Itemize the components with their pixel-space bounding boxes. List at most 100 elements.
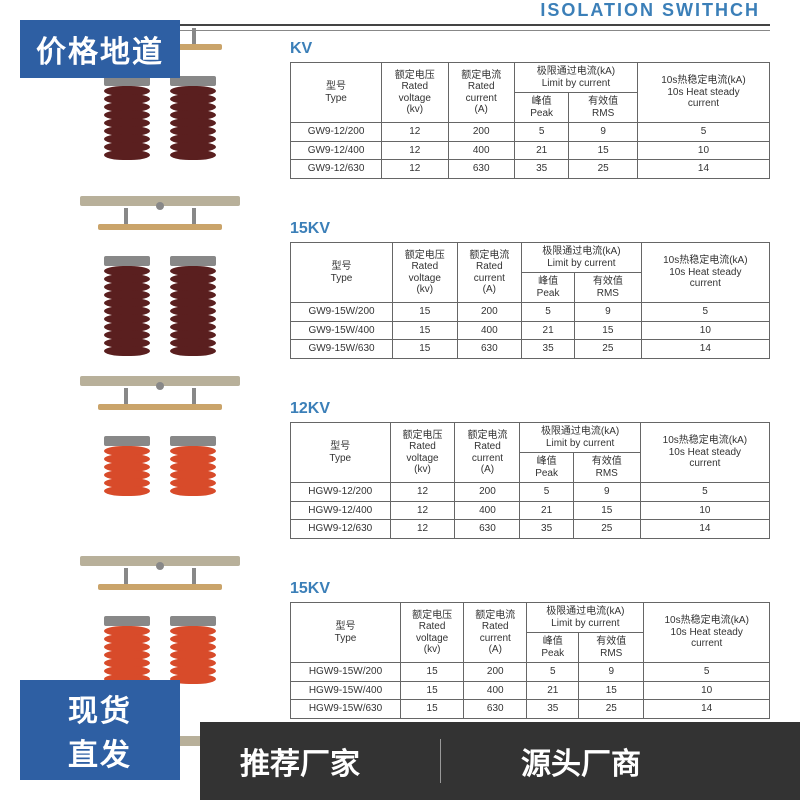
cell-voltage: 12 [390, 501, 455, 520]
cell-voltage: 12 [390, 483, 455, 502]
table-row: GW9-15W/630 15 630 35 25 14 [291, 340, 770, 359]
insulator-left [104, 266, 150, 376]
device-post [124, 568, 128, 584]
insulator-right [170, 446, 216, 556]
page-title: ISOLATION SWITHCH [540, 0, 760, 21]
cell-heat: 10 [637, 141, 769, 160]
kv-label: 12KV [290, 400, 770, 418]
table-body: GW9-12/200 12 200 5 9 5 GW9-12/400 12 40… [291, 123, 770, 179]
cell-peak: 35 [514, 160, 568, 179]
device-knob [156, 202, 164, 210]
spec-table: 型号Type 额定电压Ratedvoltage(kv) 额定电流Ratedcur… [290, 602, 770, 719]
cell-heat: 14 [640, 520, 769, 539]
cell-rms: 25 [575, 340, 642, 359]
kv-label: 15KV [290, 220, 770, 238]
cell-type: GW9-12/200 [291, 123, 382, 142]
spec-section: 15KV 型号Type 额定电压Ratedvoltage(kv) 额定电流Rat… [30, 220, 770, 392]
cell-current: 200 [464, 663, 527, 682]
cell-peak: 35 [527, 700, 579, 719]
cell-voltage: 15 [393, 321, 458, 340]
cell-rms: 9 [569, 123, 638, 142]
table-row: HGW9-12/200 12 200 5 9 5 [291, 483, 770, 502]
device-knob [156, 382, 164, 390]
table-row: HGW9-15W/200 15 200 5 9 5 [291, 663, 770, 682]
cell-peak: 35 [522, 340, 575, 359]
table-row: HGW9-15W/630 15 630 35 25 14 [291, 700, 770, 719]
kv-label: KV [290, 40, 770, 58]
insulator-left [104, 446, 150, 556]
table-head: 型号Type 额定电压Ratedvoltage(kv) 额定电流Ratedcur… [291, 423, 770, 483]
badge-stock-l2: 直发 [68, 730, 132, 774]
kv-label: 15KV [290, 580, 770, 598]
badge-price-text: 价格地道 [36, 27, 164, 71]
device-bar [98, 404, 222, 410]
cell-voltage: 15 [401, 681, 464, 700]
cell-current: 400 [457, 321, 522, 340]
cell-type: HGW9-15W/200 [291, 663, 401, 682]
cell-rms: 15 [579, 681, 644, 700]
cell-voltage: 15 [401, 700, 464, 719]
cell-current: 400 [455, 501, 520, 520]
spec-table: 型号Type 额定电压Ratedvoltage(kv) 额定电流Ratedcur… [290, 242, 770, 359]
cell-peak: 21 [522, 321, 575, 340]
device-post [192, 28, 196, 44]
cell-current: 200 [448, 123, 514, 142]
cell-rms: 15 [573, 501, 640, 520]
device-illustration [60, 422, 260, 572]
device-post [192, 568, 196, 584]
cell-peak: 21 [514, 141, 568, 160]
table-column: 型号Type 额定电压Ratedvoltage(kv) 额定电流Ratedcur… [290, 62, 770, 212]
badge-stock: 现货 直发 [20, 680, 180, 780]
table-row: GW9-12/630 12 630 35 25 14 [291, 160, 770, 179]
cell-rms: 15 [575, 321, 642, 340]
cell-type: HGW9-12/200 [291, 483, 391, 502]
insulator-right [170, 86, 216, 196]
cell-peak: 5 [520, 483, 573, 502]
insulator-left [104, 86, 150, 196]
cell-heat: 10 [640, 501, 769, 520]
badge-stock-l1: 现货 [68, 686, 132, 730]
table-column: 型号Type 额定电压Ratedvoltage(kv) 额定电流Ratedcur… [290, 242, 770, 392]
spec-section: 12KV 型号Type 额定电压Ratedvoltage(kv) 额定电流Rat… [30, 400, 770, 572]
cell-current: 400 [464, 681, 527, 700]
cell-current: 630 [457, 340, 522, 359]
cell-type: GW9-15W/400 [291, 321, 393, 340]
badge-price: 价格地道 [20, 20, 180, 78]
cell-current: 630 [464, 700, 527, 719]
footer-text-2: 源头厂商 [521, 739, 641, 783]
cell-heat: 14 [637, 160, 769, 179]
table-row: HGW9-12/400 12 400 21 15 10 [291, 501, 770, 520]
table-column: 型号Type 额定电压Ratedvoltage(kv) 额定电流Ratedcur… [290, 422, 770, 572]
image-column [30, 422, 290, 572]
cell-type: GW9-12/630 [291, 160, 382, 179]
table-body: HGW9-15W/200 15 200 5 9 5 HGW9-15W/400 1… [291, 663, 770, 719]
table-head: 型号Type 额定电压Ratedvoltage(kv) 额定电流Ratedcur… [291, 243, 770, 303]
table-head: 型号Type 额定电压Ratedvoltage(kv) 额定电流Ratedcur… [291, 603, 770, 663]
device-post [124, 208, 128, 224]
cell-peak: 5 [522, 303, 575, 322]
cell-type: HGW9-12/400 [291, 501, 391, 520]
cell-heat: 10 [641, 321, 769, 340]
table-body: GW9-15W/200 15 200 5 9 5 GW9-15W/400 15 … [291, 303, 770, 359]
table-row: GW9-12/200 12 200 5 9 5 [291, 123, 770, 142]
device-post [192, 208, 196, 224]
cell-voltage: 15 [393, 340, 458, 359]
insulator-right [170, 266, 216, 376]
cell-current: 630 [448, 160, 514, 179]
cell-peak: 35 [520, 520, 573, 539]
footer-divider [440, 739, 441, 783]
table-body: HGW9-12/200 12 200 5 9 5 HGW9-12/400 12 … [291, 483, 770, 539]
cell-type: GW9-12/400 [291, 141, 382, 160]
cell-voltage: 12 [382, 123, 448, 142]
spec-table: 型号Type 额定电压Ratedvoltage(kv) 额定电流Ratedcur… [290, 422, 770, 539]
cell-rms: 9 [573, 483, 640, 502]
table-row: GW9-15W/400 15 400 21 15 10 [291, 321, 770, 340]
table-row: HGW9-15W/400 15 400 21 15 10 [291, 681, 770, 700]
cell-peak: 5 [527, 663, 579, 682]
cell-rms: 25 [573, 520, 640, 539]
device-knob [156, 562, 164, 570]
cell-current: 630 [455, 520, 520, 539]
cell-heat: 10 [644, 681, 770, 700]
cell-rms: 9 [579, 663, 644, 682]
cell-heat: 5 [644, 663, 770, 682]
